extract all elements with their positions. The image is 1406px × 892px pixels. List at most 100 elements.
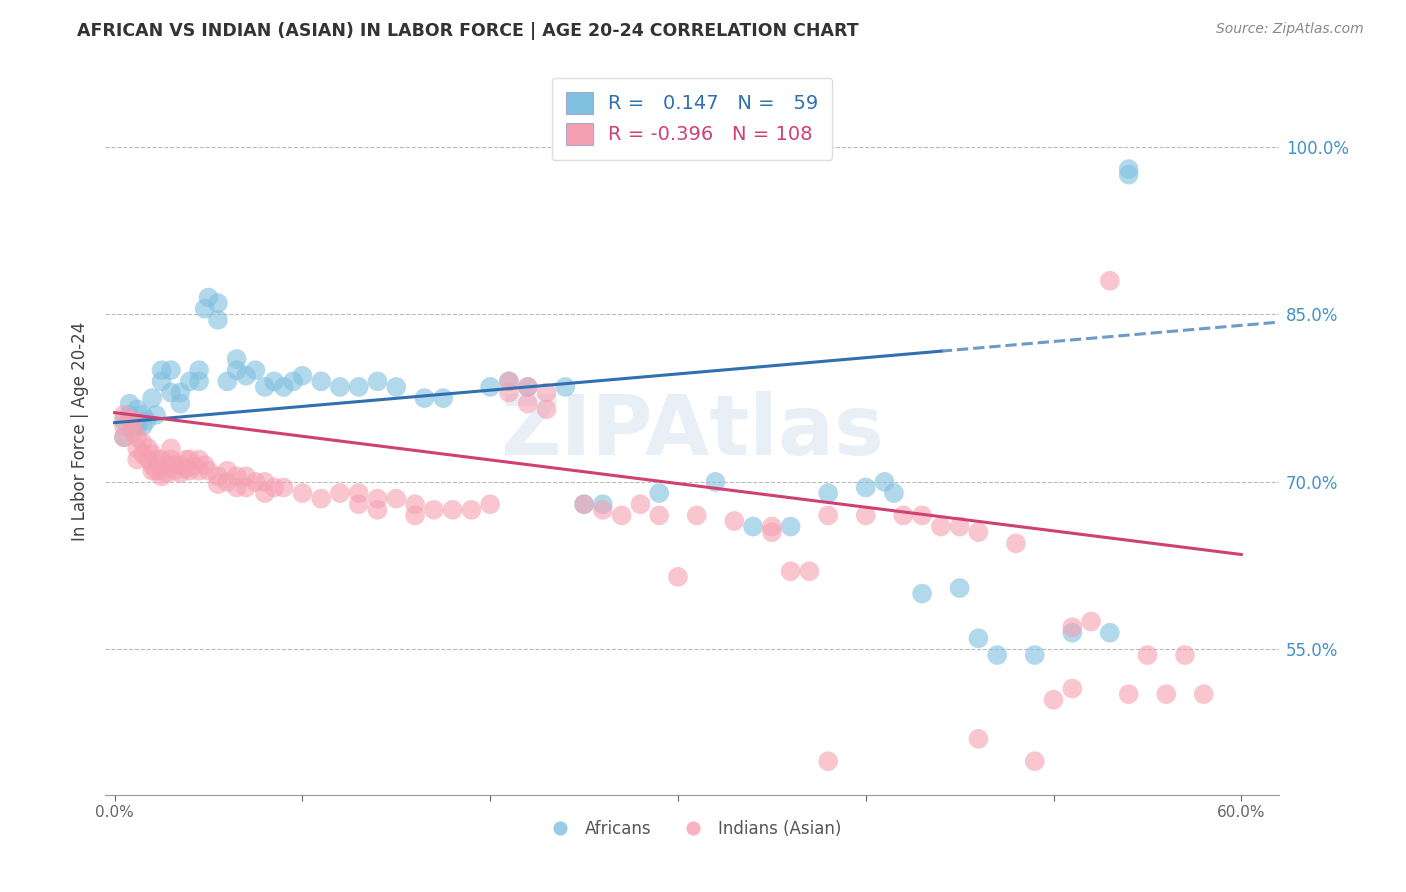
Point: [217, 475, 239, 489]
Point: [855, 480, 877, 494]
Point: [163, 458, 186, 472]
Point: [592, 497, 614, 511]
Point: [122, 425, 145, 439]
Point: [225, 480, 247, 494]
Point: [141, 447, 163, 461]
Point: [217, 464, 239, 478]
Point: [986, 648, 1008, 662]
Y-axis label: In Labor Force | Age 20-24: In Labor Force | Age 20-24: [72, 322, 89, 541]
Point: [132, 435, 155, 450]
Point: [197, 291, 219, 305]
Point: [118, 397, 141, 411]
Point: [118, 408, 141, 422]
Point: [127, 402, 149, 417]
Point: [253, 486, 276, 500]
Point: [160, 452, 183, 467]
Point: [263, 375, 285, 389]
Point: [273, 480, 295, 494]
Point: [404, 508, 426, 523]
Point: [554, 380, 576, 394]
Point: [949, 581, 972, 595]
Point: [498, 385, 520, 400]
Point: [873, 475, 896, 489]
Point: [817, 486, 839, 500]
Point: [207, 296, 229, 310]
Point: [138, 442, 160, 456]
Point: [498, 375, 520, 389]
Point: [188, 464, 211, 478]
Point: [413, 391, 436, 405]
Point: [441, 503, 464, 517]
Point: [291, 368, 314, 383]
Point: [235, 469, 257, 483]
Point: [188, 375, 211, 389]
Point: [145, 464, 167, 478]
Point: [207, 477, 229, 491]
Point: [1136, 648, 1159, 662]
Point: [1062, 681, 1084, 696]
Point: [263, 480, 285, 494]
Point: [291, 486, 314, 500]
Point: [536, 385, 558, 400]
Point: [1062, 620, 1084, 634]
Point: [145, 452, 167, 467]
Point: [817, 754, 839, 768]
Point: [648, 486, 671, 500]
Point: [132, 447, 155, 461]
Point: [666, 570, 689, 584]
Point: [817, 508, 839, 523]
Point: [366, 503, 388, 517]
Point: [404, 497, 426, 511]
Point: [183, 458, 205, 472]
Point: [967, 525, 990, 540]
Point: [156, 466, 179, 480]
Point: [366, 375, 388, 389]
Point: [742, 519, 765, 533]
Point: [704, 475, 727, 489]
Point: [150, 363, 173, 377]
Point: [188, 363, 211, 377]
Point: [235, 480, 257, 494]
Point: [723, 514, 745, 528]
Point: [160, 363, 183, 377]
Point: [592, 503, 614, 517]
Point: [911, 508, 934, 523]
Point: [127, 430, 149, 444]
Point: [118, 413, 141, 427]
Point: [194, 301, 217, 316]
Point: [883, 486, 905, 500]
Point: [385, 491, 408, 506]
Point: [686, 508, 709, 523]
Point: [127, 442, 149, 456]
Point: [610, 508, 633, 523]
Point: [967, 731, 990, 746]
Point: [122, 413, 145, 427]
Point: [253, 380, 276, 394]
Point: [160, 385, 183, 400]
Point: [761, 519, 783, 533]
Point: [138, 452, 160, 467]
Point: [169, 397, 191, 411]
Point: [516, 380, 538, 394]
Point: [253, 475, 276, 489]
Point: [516, 380, 538, 394]
Point: [156, 458, 179, 472]
Point: [1098, 625, 1121, 640]
Point: [207, 469, 229, 483]
Point: [150, 375, 173, 389]
Point: [194, 458, 217, 472]
Point: [347, 497, 370, 511]
Point: [1154, 687, 1177, 701]
Point: [479, 380, 502, 394]
Point: [366, 491, 388, 506]
Point: [572, 497, 595, 511]
Point: [779, 519, 801, 533]
Point: [329, 380, 352, 394]
Point: [188, 452, 211, 467]
Point: [112, 419, 135, 434]
Point: [572, 497, 595, 511]
Point: [498, 375, 520, 389]
Point: [911, 586, 934, 600]
Point: [179, 375, 201, 389]
Point: [207, 313, 229, 327]
